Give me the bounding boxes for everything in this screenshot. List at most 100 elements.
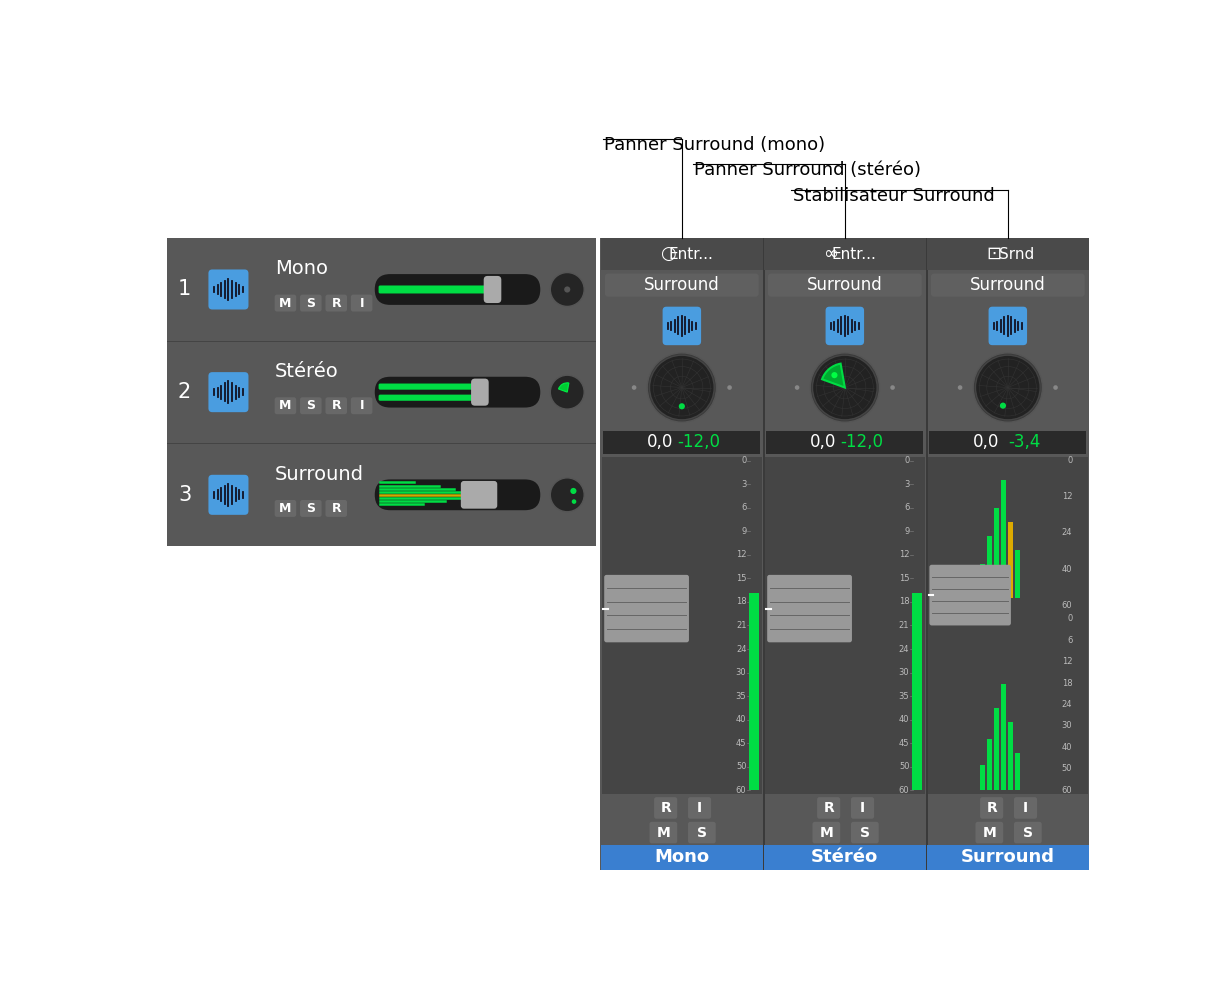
Text: Entr...: Entr... [832,247,877,261]
Text: 60: 60 [736,786,747,795]
Text: Surround: Surround [970,276,1046,294]
Text: M: M [983,826,996,840]
Text: Stabilisateur Surround: Stabilisateur Surround [793,186,995,205]
Text: -12,0: -12,0 [840,434,883,451]
FancyBboxPatch shape [663,307,702,346]
Bar [928,456,1088,794]
Text: Srnd: Srnd [1000,247,1034,261]
Text: S: S [860,826,870,840]
FancyBboxPatch shape [605,273,759,297]
Text: 35: 35 [899,692,910,701]
Text: Entr...: Entr... [669,247,714,261]
Text: 60: 60 [1062,786,1072,795]
Text: 15: 15 [899,574,910,583]
Text: 0: 0 [741,456,747,465]
Text: 18: 18 [899,597,910,607]
Text: 2: 2 [178,382,191,402]
Text: Panner Surround (mono): Panner Surround (mono) [604,136,826,153]
Bar [764,239,765,869]
Circle shape [649,355,714,420]
Text: 60: 60 [899,786,910,795]
Bar [765,456,924,794]
Circle shape [832,372,838,378]
Circle shape [795,385,799,390]
Bar [602,456,761,794]
Bar [912,592,922,790]
Text: Surround: Surround [961,848,1055,866]
FancyBboxPatch shape [300,295,322,312]
Circle shape [727,385,732,390]
FancyBboxPatch shape [989,307,1027,346]
FancyBboxPatch shape [208,475,248,515]
Circle shape [551,478,585,512]
Text: 0,0: 0,0 [810,434,837,451]
Text: 15: 15 [736,574,747,583]
Text: ⊡: ⊡ [987,246,1001,263]
Circle shape [973,352,1043,422]
Circle shape [1000,403,1006,409]
Text: 18: 18 [736,597,747,607]
Text: I: I [359,399,364,412]
Text: S: S [697,826,706,840]
Text: R: R [331,399,341,412]
Wedge shape [559,383,569,392]
Text: 40: 40 [899,715,910,724]
Bar [927,844,1089,869]
Text: 6: 6 [904,503,910,512]
Text: -3,4: -3,4 [1009,434,1041,451]
Text: 60: 60 [1062,601,1072,610]
Text: S: S [307,297,315,310]
Text: Mono: Mono [274,259,328,278]
Bar [927,239,1089,270]
FancyBboxPatch shape [604,575,689,643]
Bar [980,563,985,599]
Circle shape [570,488,576,494]
Text: M: M [279,297,291,310]
Bar [602,239,762,270]
FancyBboxPatch shape [851,822,878,843]
Bar [764,844,926,869]
Text: I: I [697,801,702,815]
Bar [602,844,762,869]
FancyBboxPatch shape [208,269,248,310]
Text: Surround: Surround [644,276,720,294]
Bar [749,592,760,790]
Circle shape [551,272,585,307]
Text: 0,0: 0,0 [647,434,674,451]
Circle shape [551,375,585,409]
Text: 9: 9 [904,527,910,536]
Text: 12: 12 [1062,657,1072,666]
Text: 50: 50 [899,762,910,771]
Text: S: S [1023,826,1033,840]
FancyBboxPatch shape [817,797,840,819]
Text: 9: 9 [741,527,747,536]
FancyBboxPatch shape [274,295,296,312]
Text: 24: 24 [1062,700,1072,709]
Text: 6: 6 [741,503,747,512]
Text: R: R [331,502,341,515]
FancyBboxPatch shape [375,377,541,408]
Text: 30: 30 [899,668,910,677]
FancyBboxPatch shape [767,575,851,643]
Text: 12: 12 [899,550,910,559]
Text: 3: 3 [178,485,191,505]
Text: 40: 40 [1062,742,1072,751]
FancyBboxPatch shape [300,500,322,517]
Text: 0,0: 0,0 [973,434,1000,451]
Text: ∞: ∞ [823,246,838,263]
Text: 30: 30 [1062,722,1072,731]
Bar [929,431,1086,453]
Wedge shape [822,363,845,387]
FancyBboxPatch shape [654,797,677,819]
Bar [987,739,993,790]
FancyBboxPatch shape [1013,822,1041,843]
Bar [603,431,760,453]
FancyBboxPatch shape [325,397,347,414]
Circle shape [810,352,879,422]
FancyBboxPatch shape [688,822,716,843]
FancyBboxPatch shape [208,372,248,412]
FancyBboxPatch shape [300,397,322,414]
FancyBboxPatch shape [976,822,1004,843]
Bar [766,431,923,453]
Text: -12,0: -12,0 [677,434,720,451]
